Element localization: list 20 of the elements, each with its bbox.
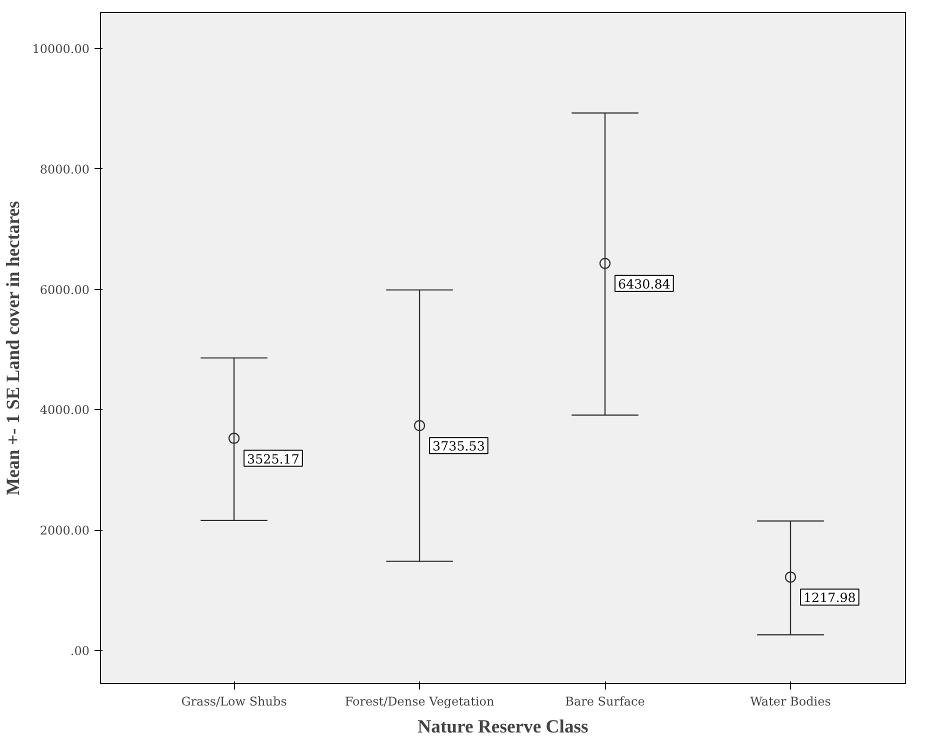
data-label: 1217.98 <box>804 590 856 606</box>
data-label: 3525.17 <box>247 451 300 466</box>
y-axis-title: Mean +- 1 SE Land cover in hectares <box>3 200 24 496</box>
y-tick-label: 4000.00 <box>40 403 90 418</box>
y-tick-label: 10000.00 <box>32 42 90 56</box>
x-tick-label: Grass/Low Shubs <box>181 694 287 708</box>
x-tick-label: Forest/Dense Vegetation <box>344 694 494 708</box>
point <box>414 420 426 432</box>
y-tick-label: 8000.00 <box>40 162 90 176</box>
data-label: 3735.53 <box>432 438 485 454</box>
point <box>784 572 796 583</box>
x-tick-label: Bare Surface <box>565 694 645 708</box>
point <box>599 258 611 269</box>
y-tick-label: 2000.00 <box>40 524 90 538</box>
data-label: 6430.84 <box>618 276 670 292</box>
y-tick-label: .00 <box>70 644 90 658</box>
y-tick-label: 6000.00 <box>40 282 90 297</box>
x-axis-title: Nature Reserve Class <box>418 716 588 738</box>
point <box>228 432 240 444</box>
x-tick-label: Water Bodies <box>750 694 831 708</box>
